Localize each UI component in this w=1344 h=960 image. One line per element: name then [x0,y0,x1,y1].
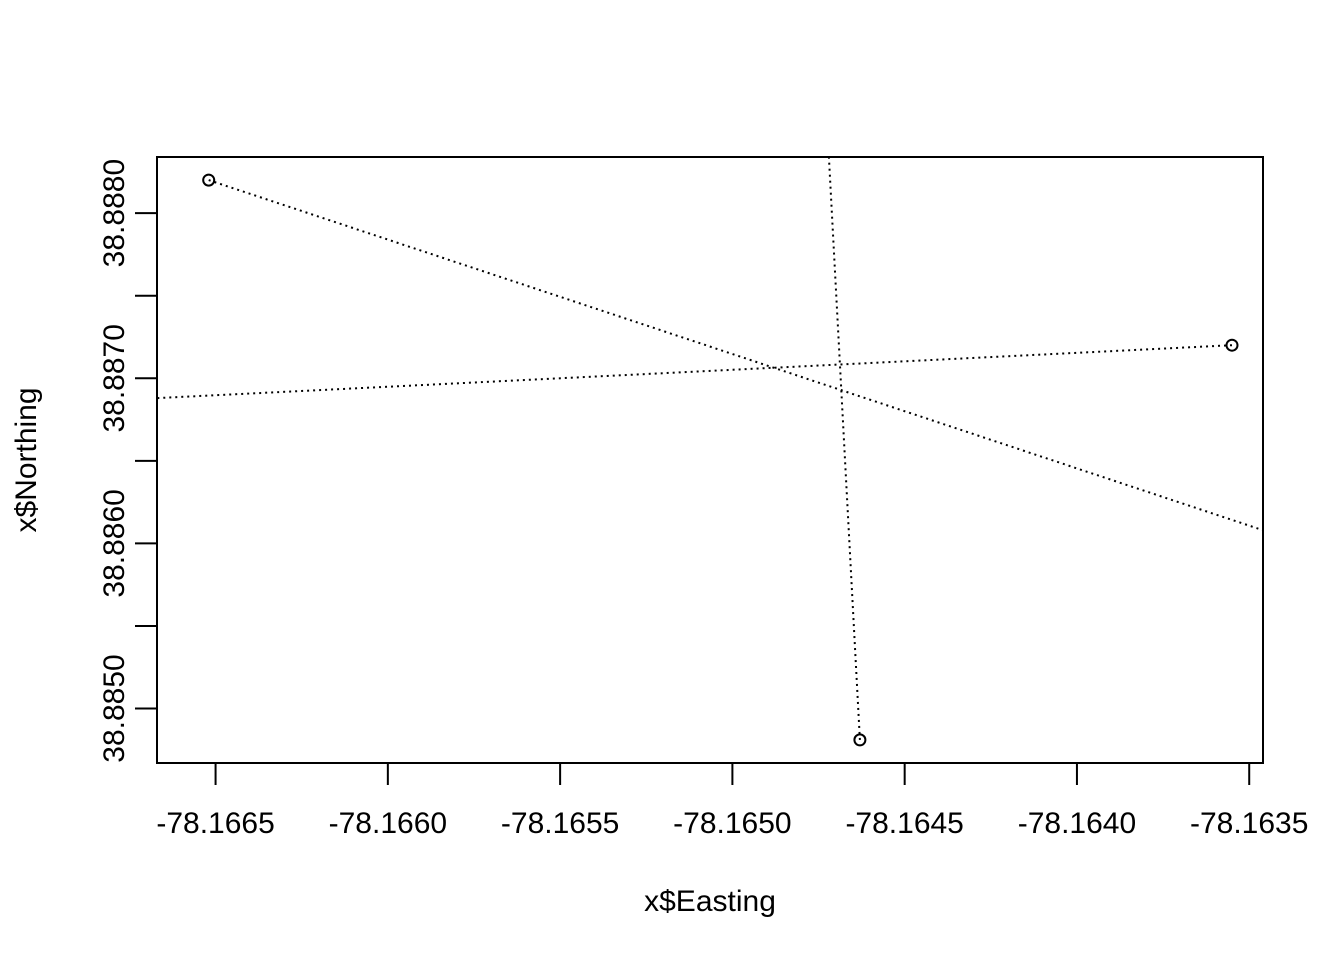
x-axis: -78.1665 -78.1660 -78.1655 -78.1650 -78.1645… [156,762,1308,840]
series-line-1 [208,179,1263,532]
data-point-1 [202,173,216,187]
y-axis-title: x$Northing [10,387,43,532]
data-points [202,173,1239,747]
series-line-3 [827,157,861,740]
x-axis-title: x$Easting [644,885,776,918]
data-point-3 [853,733,867,747]
x-tick-label: -78.1650 [673,807,791,840]
y-tick-label: 38.8870 [98,324,131,432]
y-tick-label: 38.8850 [98,654,131,762]
x-tick-label: -78.1655 [501,807,619,840]
x-tick-label: -78.1640 [1018,807,1136,840]
series-line-2 [157,344,1233,400]
x-tick-label: -78.1665 [156,807,274,840]
y-tick-label: 38.8860 [98,489,131,597]
x-tick-label: -78.1660 [329,807,447,840]
y-tick-label: 38.8880 [98,159,131,267]
x-tick-label: -78.1645 [845,807,963,840]
y-axis: 38.8850 38.8860 38.8870 38.8880 [98,159,158,763]
x-tick-label: -78.1635 [1190,807,1308,840]
series-lines [157,157,1263,740]
data-point-2 [1225,338,1239,352]
plot-frame [156,156,1264,764]
